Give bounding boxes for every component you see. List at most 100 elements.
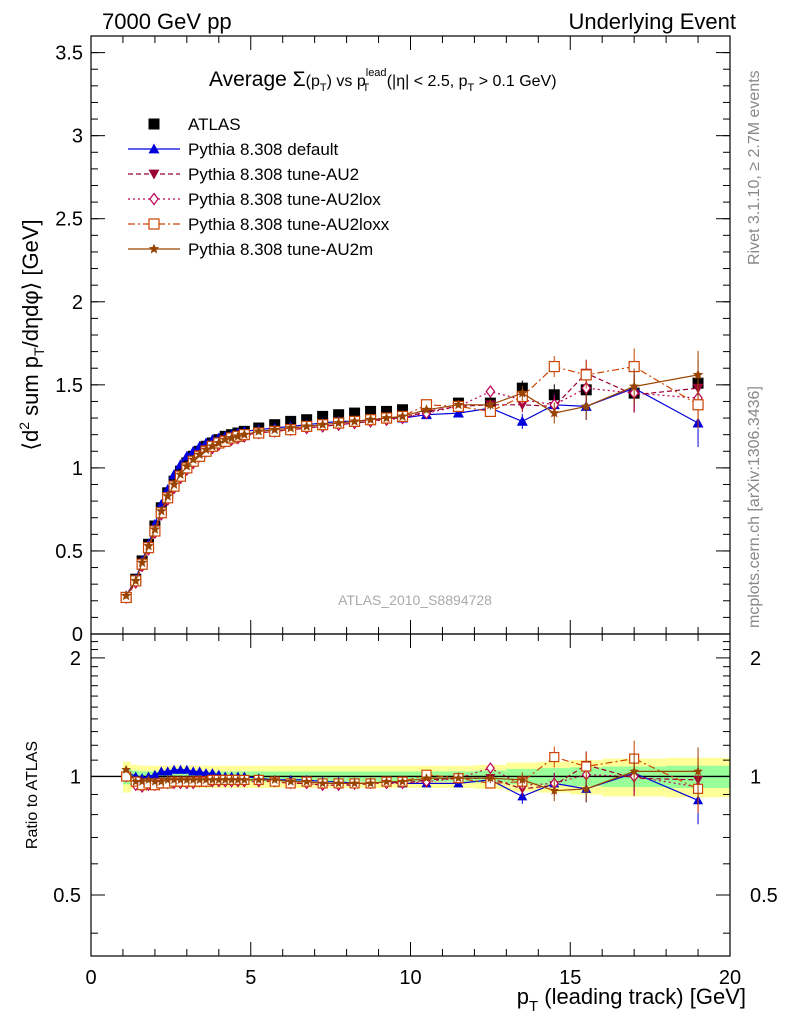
point-atlas: [349, 407, 361, 419]
main-y-tick-label: 1.5: [55, 375, 83, 397]
series-au2: [120, 359, 704, 603]
point-atlas: [381, 405, 393, 417]
point-au2m: [365, 778, 376, 788]
point-au2m: [629, 766, 639, 776]
point-au2m: [188, 774, 198, 784]
point-au2m: [120, 590, 132, 601]
point-default: [156, 766, 167, 776]
analysis-watermark: ATLAS_2010_S8894728: [338, 592, 492, 608]
ratio-y-tick-label: 0.5: [53, 885, 81, 907]
point-au2m: [162, 774, 173, 784]
point-au2m: [156, 505, 167, 516]
point-au2m: [214, 774, 224, 784]
title-sub-t2: T: [363, 82, 370, 94]
x-tick-label: 0: [85, 967, 96, 989]
title-vs: vs p: [332, 73, 366, 90]
legend-item-au2: Pythia 8.308 tune-AU2: [128, 165, 359, 184]
plot-title: Average Σ(pT) vs plead T (|η| < 2.5, pT >…: [209, 67, 557, 94]
point-au2m: [182, 774, 192, 784]
point-au2m: [285, 776, 296, 786]
series-line-default: [125, 387, 699, 597]
point-au2m: [137, 776, 147, 786]
x-tick-label: 10: [399, 967, 421, 989]
legend-item-default: Pythia 8.308 default: [128, 140, 339, 159]
point-default: [516, 415, 528, 426]
point-default: [194, 766, 205, 776]
point-au2m: [453, 399, 464, 410]
point-au2m: [453, 773, 464, 783]
point-au2m: [381, 412, 392, 423]
ratio-y-tick-label: 1: [70, 766, 81, 788]
legend-label: Pythia 8.308 tune-AU2: [188, 165, 359, 184]
series-au2lox: [121, 374, 703, 604]
point-au2m: [253, 774, 264, 784]
series-au2m: [120, 350, 704, 601]
legend-label: Pythia 8.308 default: [188, 140, 339, 159]
point-au2m: [397, 776, 408, 786]
point-au2m: [156, 776, 167, 786]
main-y-tick-label: 2.5: [55, 209, 83, 231]
legend-item-au2lox: Pythia 8.308 tune-AU2lox: [128, 190, 381, 209]
point-au2loxx: [581, 761, 592, 772]
point-default: [149, 769, 160, 779]
main-axes: 0 0.5 1 1.5 2 2.5 3 3.5: [55, 35, 731, 646]
series-line-au2lox: [125, 387, 699, 598]
point-au2m: [168, 479, 180, 489]
point-au2m: [226, 774, 237, 784]
main-y-tick-label: 0.5: [55, 541, 83, 563]
point-default: [175, 764, 186, 774]
main-plot-frame: [90, 35, 731, 635]
legend-marker: [148, 118, 160, 130]
point-au2m: [200, 444, 212, 455]
point-au2m: [581, 783, 591, 793]
ratio-y-tick-label: 2: [70, 648, 81, 670]
legend-item-atlas: ATLAS: [148, 115, 241, 134]
series-line-au2: [125, 372, 699, 598]
point-au2m: [285, 422, 296, 433]
rivet-label: Rivet 3.1.10, ≥ 2.7M events: [746, 70, 763, 265]
point-au2m: [692, 369, 704, 380]
point-au2m: [233, 774, 243, 784]
ratio-y-tick-label-right: 1: [750, 766, 761, 788]
point-au2m: [201, 774, 211, 784]
point-au2m: [136, 557, 148, 568]
point-au2m: [485, 399, 496, 410]
ratio-y-label: Ratio to ATLAS: [24, 741, 41, 849]
legend-marker: [148, 243, 160, 254]
point-au2m: [232, 430, 244, 441]
point-au2m: [485, 773, 496, 783]
point-au2m: [143, 774, 154, 784]
point-au2m: [253, 425, 264, 436]
point-au2m: [549, 785, 560, 795]
point-au2m: [181, 460, 193, 471]
point-au2m: [143, 540, 154, 551]
ratio-series: [121, 740, 704, 825]
point-au2m: [239, 774, 250, 784]
main-y-label: ⟨d2 sum pT/dηdφ⟩ [GeV]: [16, 219, 47, 450]
point-au2m: [301, 776, 312, 786]
point-au2m: [149, 523, 161, 534]
point-au2m: [517, 774, 528, 784]
point-au2m: [628, 380, 640, 391]
point-atlas: [333, 409, 345, 421]
point-au2m: [365, 414, 376, 425]
series-atlas: [120, 359, 704, 603]
point-au2m: [121, 764, 131, 774]
point-au2m: [213, 437, 225, 448]
point-atlas: [397, 404, 409, 416]
point-au2m: [269, 774, 280, 784]
point-au2m: [301, 420, 312, 431]
point-au2m: [333, 778, 344, 788]
legend-label: Pythia 8.308 tune-AU2m: [188, 240, 373, 259]
point-au2m: [349, 778, 360, 788]
point-au2m: [175, 469, 186, 479]
series-default: [120, 370, 704, 601]
point-au2m: [226, 432, 237, 443]
legend: ATLAS Pythia 8.308 default Pythia 8.308 tu…: [128, 115, 390, 259]
legend-item-au2m: Pythia 8.308 tune-AU2m: [128, 240, 373, 259]
main-y-tick-label: 3: [72, 126, 83, 148]
main-y-tick-label: 0: [72, 624, 83, 646]
point-default: [169, 764, 180, 774]
point-au2loxx: [580, 369, 592, 381]
title-sub-t: T: [320, 82, 327, 94]
